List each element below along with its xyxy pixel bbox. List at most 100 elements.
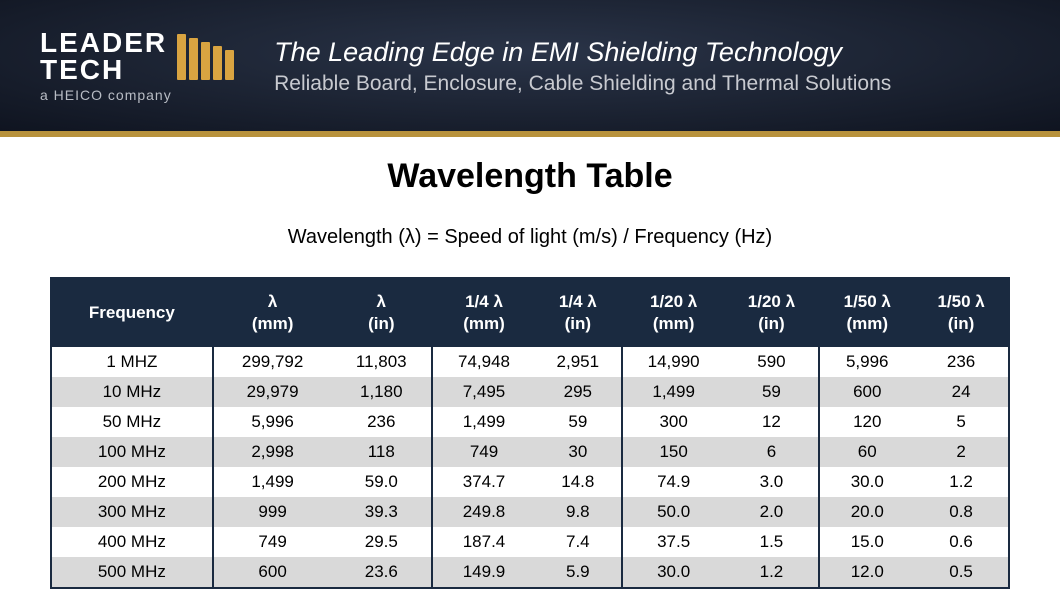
table-cell: 2 (914, 437, 1009, 467)
table-cell: 20.0 (819, 497, 914, 527)
table-cell: 23.6 (331, 557, 432, 588)
table-cell: 2,951 (535, 347, 622, 377)
table-row: 1 MHZ299,79211,80374,9482,95114,9905905,… (51, 347, 1009, 377)
table-cell: 14,990 (622, 347, 725, 377)
table-cell: 5.9 (535, 557, 622, 588)
table-row: 200 MHz1,49959.0374.714.874.93.030.01.2 (51, 467, 1009, 497)
table-row: 500 MHz60023.6149.95.930.01.212.00.5 (51, 557, 1009, 588)
table-cell: 749 (432, 437, 535, 467)
table-cell: 600 (213, 557, 332, 588)
table-body: 1 MHZ299,79211,80374,9482,95114,9905905,… (51, 347, 1009, 588)
table-cell: 1,499 (622, 377, 725, 407)
table-cell: 60 (819, 437, 914, 467)
wavelength-table: Frequencyλ(mm)λ(in)1/4 λ(mm)1/4 λ(in)1/2… (50, 277, 1010, 589)
table-cell: 7.4 (535, 527, 622, 557)
tagline-primary: The Leading Edge in EMI Shielding Techno… (274, 37, 1020, 68)
table-cell: 600 (819, 377, 914, 407)
table-cell: 11,803 (331, 347, 432, 377)
table-cell: 120 (819, 407, 914, 437)
page-header: LEADER TECH a HEICO company The Leading … (0, 0, 1060, 137)
table-cell: 6 (725, 437, 820, 467)
table-cell: 59.0 (331, 467, 432, 497)
content-area: Wavelength Table Wavelength (λ) = Speed … (0, 137, 1060, 589)
column-header: Frequency (51, 278, 213, 347)
column-header: 1/20 λ(mm) (622, 278, 725, 347)
logo-bars-icon (177, 34, 234, 80)
table-row: 300 MHz99939.3249.89.850.02.020.00.8 (51, 497, 1009, 527)
table-cell: 1.2 (725, 557, 820, 588)
tagline: The Leading Edge in EMI Shielding Techno… (274, 37, 1020, 96)
table-cell: 400 MHz (51, 527, 213, 557)
table-cell: 50 MHz (51, 407, 213, 437)
table-cell: 30.0 (622, 557, 725, 588)
table-cell: 29.5 (331, 527, 432, 557)
table-cell: 37.5 (622, 527, 725, 557)
table-cell: 149.9 (432, 557, 535, 588)
table-cell: 749 (213, 527, 332, 557)
table-cell: 374.7 (432, 467, 535, 497)
table-cell: 12.0 (819, 557, 914, 588)
logo-block: LEADER TECH a HEICO company (40, 30, 234, 103)
table-cell: 0.8 (914, 497, 1009, 527)
logo-subtitle: a HEICO company (40, 87, 234, 103)
column-header: λ(in) (331, 278, 432, 347)
column-header: 1/20 λ(in) (725, 278, 820, 347)
table-cell: 590 (725, 347, 820, 377)
table-cell: 100 MHz (51, 437, 213, 467)
table-cell: 30.0 (819, 467, 914, 497)
table-cell: 14.8 (535, 467, 622, 497)
table-cell: 150 (622, 437, 725, 467)
table-cell: 74.9 (622, 467, 725, 497)
table-cell: 1,499 (213, 467, 332, 497)
table-cell: 2,998 (213, 437, 332, 467)
table-cell: 10 MHz (51, 377, 213, 407)
table-cell: 5 (914, 407, 1009, 437)
table-cell: 5,996 (213, 407, 332, 437)
table-cell: 5,996 (819, 347, 914, 377)
table-cell: 0.6 (914, 527, 1009, 557)
table-cell: 299,792 (213, 347, 332, 377)
logo-line2: TECH (40, 57, 167, 84)
table-cell: 30 (535, 437, 622, 467)
formula-text: Wavelength (λ) = Speed of light (m/s) / … (50, 226, 1010, 249)
table-cell: 39.3 (331, 497, 432, 527)
table-row: 50 MHz5,9962361,49959300121205 (51, 407, 1009, 437)
logo-line1: LEADER (40, 30, 167, 57)
table-cell: 2.0 (725, 497, 820, 527)
column-header: 1/4 λ(in) (535, 278, 622, 347)
table-cell: 249.8 (432, 497, 535, 527)
table-cell: 15.0 (819, 527, 914, 557)
column-header: 1/50 λ(mm) (819, 278, 914, 347)
table-cell: 0.5 (914, 557, 1009, 588)
table-cell: 300 MHz (51, 497, 213, 527)
tagline-secondary: Reliable Board, Enclosure, Cable Shieldi… (274, 72, 1020, 96)
table-cell: 50.0 (622, 497, 725, 527)
table-cell: 200 MHz (51, 467, 213, 497)
table-cell: 1.2 (914, 467, 1009, 497)
table-cell: 7,495 (432, 377, 535, 407)
table-cell: 59 (725, 377, 820, 407)
table-cell: 1 MHZ (51, 347, 213, 377)
table-cell: 118 (331, 437, 432, 467)
table-cell: 9.8 (535, 497, 622, 527)
table-header: Frequencyλ(mm)λ(in)1/4 λ(mm)1/4 λ(in)1/2… (51, 278, 1009, 347)
table-cell: 29,979 (213, 377, 332, 407)
column-header: λ(mm) (213, 278, 332, 347)
table-row: 100 MHz2,998118749301506602 (51, 437, 1009, 467)
table-cell: 300 (622, 407, 725, 437)
table-cell: 59 (535, 407, 622, 437)
table-cell: 1,180 (331, 377, 432, 407)
table-row: 10 MHz29,9791,1807,4952951,4995960024 (51, 377, 1009, 407)
table-cell: 1,499 (432, 407, 535, 437)
column-header: 1/50 λ(in) (914, 278, 1009, 347)
table-cell: 1.5 (725, 527, 820, 557)
table-cell: 236 (914, 347, 1009, 377)
table-cell: 3.0 (725, 467, 820, 497)
table-cell: 999 (213, 497, 332, 527)
table-cell: 236 (331, 407, 432, 437)
table-cell: 295 (535, 377, 622, 407)
table-cell: 24 (914, 377, 1009, 407)
table-cell: 500 MHz (51, 557, 213, 588)
table-row: 400 MHz74929.5187.47.437.51.515.00.6 (51, 527, 1009, 557)
table-cell: 12 (725, 407, 820, 437)
